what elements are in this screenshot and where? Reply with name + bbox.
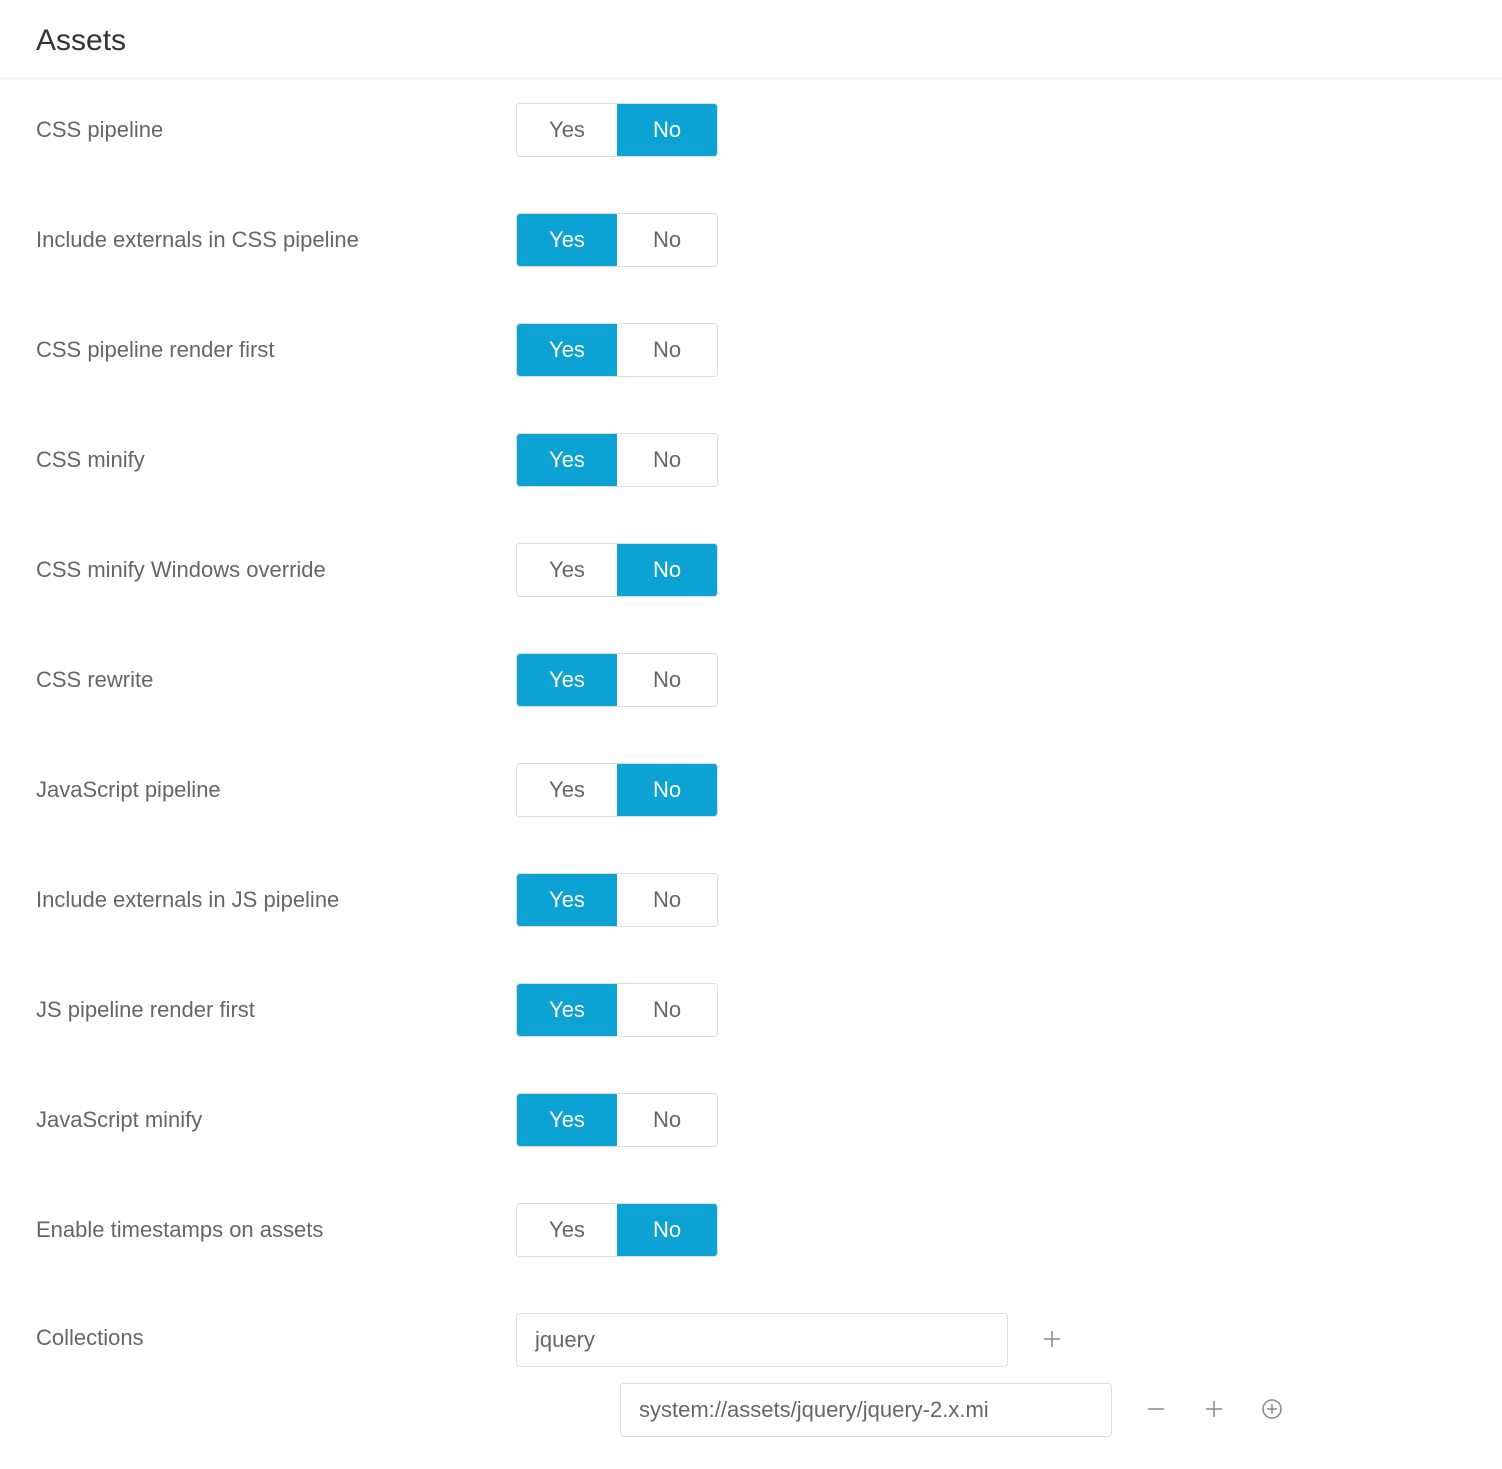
toggle-no-timestamps[interactable]: No — [617, 1204, 717, 1256]
toggle-no-css-externals[interactable]: No — [617, 214, 717, 266]
collections-content — [516, 1313, 1466, 1453]
label-css-minify-windows: CSS minify Windows override — [36, 557, 516, 583]
minus-icon — [1144, 1397, 1168, 1424]
collection-name-row — [516, 1313, 1466, 1367]
toggle-css-render-first: Yes No — [516, 323, 718, 377]
toggle-yes-css-minify-windows[interactable]: Yes — [517, 544, 617, 596]
toggle-yes-timestamps[interactable]: Yes — [517, 1204, 617, 1256]
label-js-externals: Include externals in JS pipeline — [36, 887, 516, 913]
toggle-yes-css-externals[interactable]: Yes — [517, 214, 617, 266]
toggle-js-render-first: Yes No — [516, 983, 718, 1037]
toggle-no-js-minify[interactable]: No — [617, 1094, 717, 1146]
remove-item-button[interactable] — [1142, 1396, 1170, 1424]
toggle-no-css-rewrite[interactable]: No — [617, 654, 717, 706]
toggle-css-minify: Yes No — [516, 433, 718, 487]
plus-icon — [1202, 1397, 1226, 1424]
section-title: Assets — [0, 0, 1502, 79]
label-js-minify: JavaScript minify — [36, 1107, 516, 1133]
collection-item-input[interactable] — [620, 1383, 1112, 1437]
row-css-minify-windows: CSS minify Windows override Yes No — [36, 543, 1466, 597]
label-timestamps: Enable timestamps on assets — [36, 1217, 516, 1243]
row-css-minify: CSS minify Yes No — [36, 433, 1466, 487]
label-css-rewrite: CSS rewrite — [36, 667, 516, 693]
row-js-externals: Include externals in JS pipeline Yes No — [36, 873, 1466, 927]
row-js-render-first: JS pipeline render first Yes No — [36, 983, 1466, 1037]
add-collection-button[interactable] — [1038, 1326, 1066, 1354]
row-css-externals: Include externals in CSS pipeline Yes No — [36, 213, 1466, 267]
toggle-css-pipeline: Yes No — [516, 103, 718, 157]
row-js-pipeline: JavaScript pipeline Yes No — [36, 763, 1466, 817]
label-collections: Collections — [36, 1313, 516, 1351]
row-css-pipeline: CSS pipeline Yes No — [36, 103, 1466, 157]
row-js-minify: JavaScript minify Yes No — [36, 1093, 1466, 1147]
row-timestamps: Enable timestamps on assets Yes No — [36, 1203, 1466, 1257]
label-css-externals: Include externals in CSS pipeline — [36, 227, 516, 253]
toggle-no-js-render-first[interactable]: No — [617, 984, 717, 1036]
toggle-timestamps: Yes No — [516, 1203, 718, 1257]
toggle-yes-js-render-first[interactable]: Yes — [517, 984, 617, 1036]
label-css-pipeline: CSS pipeline — [36, 117, 516, 143]
toggle-yes-css-rewrite[interactable]: Yes — [517, 654, 617, 706]
toggle-yes-css-render-first[interactable]: Yes — [517, 324, 617, 376]
plus-icon — [1040, 1327, 1064, 1354]
toggle-js-externals: Yes No — [516, 873, 718, 927]
form-container: CSS pipeline Yes No Include externals in… — [0, 79, 1502, 1453]
toggle-css-externals: Yes No — [516, 213, 718, 267]
row-css-render-first: CSS pipeline render first Yes No — [36, 323, 1466, 377]
toggle-yes-css-minify[interactable]: Yes — [517, 434, 617, 486]
collection-item-row — [516, 1383, 1466, 1437]
row-css-rewrite: CSS rewrite Yes No — [36, 653, 1466, 707]
toggle-css-minify-windows: Yes No — [516, 543, 718, 597]
toggle-js-minify: Yes No — [516, 1093, 718, 1147]
toggle-yes-css-pipeline[interactable]: Yes — [517, 104, 617, 156]
add-item-button[interactable] — [1200, 1396, 1228, 1424]
label-js-pipeline: JavaScript pipeline — [36, 777, 516, 803]
label-css-minify: CSS minify — [36, 447, 516, 473]
toggle-css-rewrite: Yes No — [516, 653, 718, 707]
toggle-no-js-externals[interactable]: No — [617, 874, 717, 926]
label-js-render-first: JS pipeline render first — [36, 997, 516, 1023]
toggle-no-js-pipeline[interactable]: No — [617, 764, 717, 816]
toggle-yes-js-externals[interactable]: Yes — [517, 874, 617, 926]
toggle-js-pipeline: Yes No — [516, 763, 718, 817]
plus-circle-icon — [1260, 1397, 1284, 1424]
toggle-yes-js-pipeline[interactable]: Yes — [517, 764, 617, 816]
label-css-render-first: CSS pipeline render first — [36, 337, 516, 363]
collection-name-input[interactable] — [516, 1313, 1008, 1367]
toggle-no-css-minify-windows[interactable]: No — [617, 544, 717, 596]
row-collections: Collections — [36, 1313, 1466, 1453]
toggle-yes-js-minify[interactable]: Yes — [517, 1094, 617, 1146]
toggle-no-css-pipeline[interactable]: No — [617, 104, 717, 156]
toggle-no-css-render-first[interactable]: No — [617, 324, 717, 376]
add-circle-button[interactable] — [1258, 1396, 1286, 1424]
toggle-no-css-minify[interactable]: No — [617, 434, 717, 486]
